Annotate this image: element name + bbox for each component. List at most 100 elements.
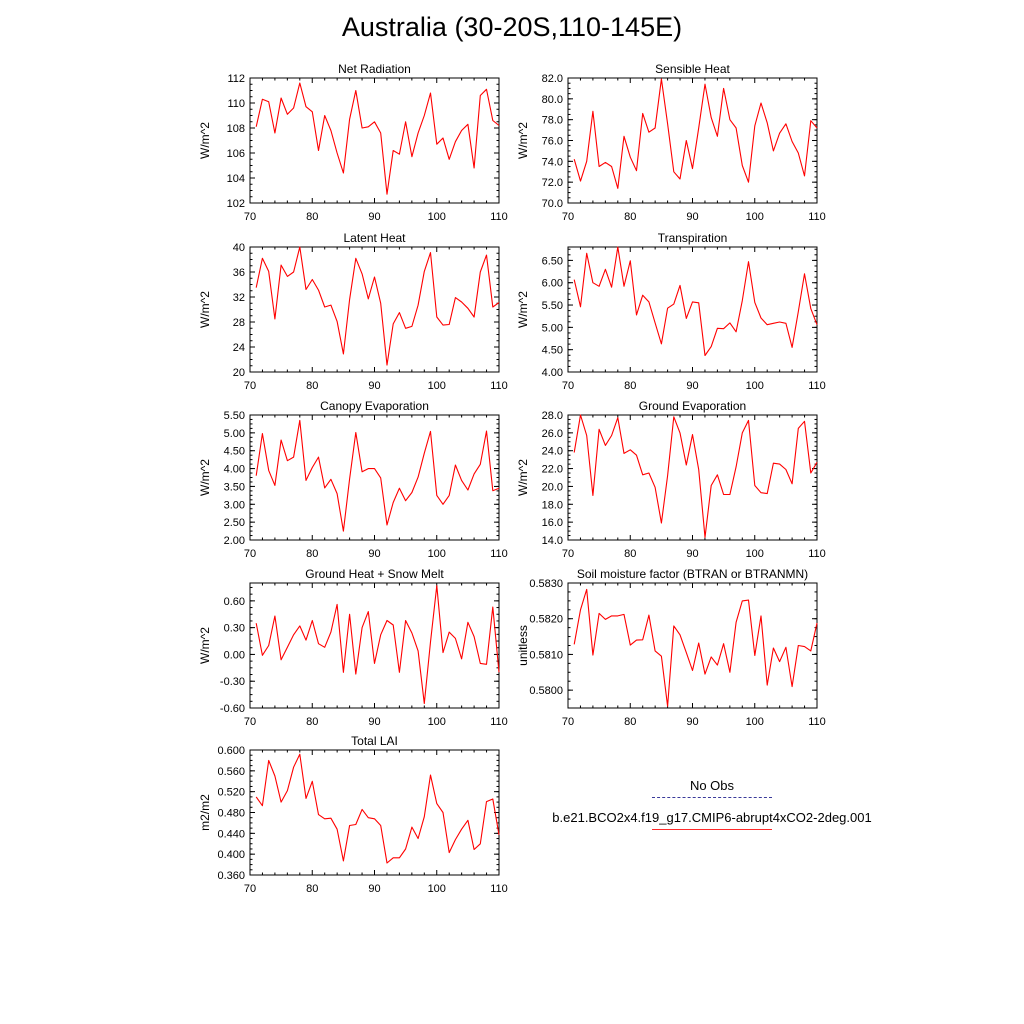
x-tick-label: 70 — [244, 211, 256, 223]
series-line-1 — [255, 753, 500, 864]
panel-7: Ground Heat + Snow Melt W/m^2 70 80 90 100 110… — [198, 567, 508, 728]
y-tick-label: -0.60 — [220, 703, 245, 715]
y-axis-label: W/m^2 — [198, 459, 212, 496]
legend-line-obs — [652, 797, 772, 798]
x-tick-label: 80 — [306, 716, 318, 728]
x-tick-label: 110 — [808, 211, 826, 223]
panel-title: Ground Heat + Snow Melt — [305, 567, 444, 581]
y-tick-label: 16.0 — [542, 517, 563, 529]
y-tick-label: 0.5800 — [529, 685, 563, 697]
x-tick-label: 110 — [490, 883, 508, 895]
series-line-1 — [255, 82, 500, 195]
panel-frame — [249, 246, 500, 373]
y-tick-label: 18.0 — [542, 499, 563, 511]
x-tick-label: 70 — [244, 883, 256, 895]
x-tick-label: 90 — [368, 716, 380, 728]
legend: No Obs b.e21.BCO2x4.f19_g17.CMIP6-abrupt… — [530, 778, 894, 842]
panel-title: Canopy Evaporation — [320, 399, 429, 413]
x-tick-label: 90 — [368, 211, 380, 223]
x-tick-label: 80 — [306, 380, 318, 392]
x-tick-label: 110 — [808, 716, 826, 728]
y-axis-label: unitless — [516, 625, 530, 666]
y-tick-label: 0.60 — [224, 596, 245, 608]
x-tick-label: 100 — [428, 548, 446, 560]
y-axis-label: m2/m2 — [198, 794, 212, 831]
y-tick-label: 0.360 — [217, 870, 245, 882]
panel-frame — [567, 246, 818, 373]
figure-title: Australia (30-20S,110-145E) — [341, 12, 683, 42]
panel-1: Net Radiation W/m^2 70 80 90 100 110 102 104 106 1… — [198, 62, 508, 223]
y-tick-label: 0.400 — [217, 849, 245, 861]
y-tick-label: 4.50 — [542, 345, 563, 357]
series-line-1 — [255, 585, 500, 705]
y-tick-label: 20 — [233, 367, 245, 379]
x-tick-label: 110 — [490, 211, 508, 223]
x-tick-label: 80 — [306, 883, 318, 895]
series-line-1 — [255, 419, 500, 532]
panel-6: Ground Evaporation W/m^2 70 80 90 100 110 14.0 1… — [516, 399, 826, 560]
x-tick-label: 110 — [490, 548, 508, 560]
panel-title: Latent Heat — [343, 231, 406, 245]
y-tick-label: 20.0 — [542, 481, 563, 493]
x-tick-label: 80 — [624, 716, 636, 728]
y-tick-label: 6.00 — [542, 278, 563, 290]
series-line-1 — [573, 588, 818, 707]
y-tick-label: 82.0 — [542, 73, 563, 85]
panel-frame — [249, 77, 500, 204]
y-tick-label: 76.0 — [542, 136, 563, 148]
y-tick-label: 0.560 — [217, 766, 245, 778]
series-line-1 — [255, 246, 500, 366]
panel-frame — [567, 414, 818, 541]
series-line-1 — [573, 414, 818, 538]
y-tick-label: 112 — [227, 73, 245, 85]
y-tick-label: 4.50 — [224, 446, 245, 458]
y-tick-label: 28 — [233, 317, 245, 329]
y-tick-label: 108 — [227, 123, 245, 135]
x-tick-label: 100 — [428, 380, 446, 392]
x-tick-label: 100 — [428, 211, 446, 223]
y-tick-label: 0.00 — [224, 649, 245, 661]
y-tick-label: 106 — [227, 148, 245, 160]
y-tick-label: 104 — [227, 173, 245, 185]
y-tick-label: 0.520 — [217, 787, 245, 799]
y-tick-label: 36 — [233, 267, 245, 279]
y-tick-label: 0.480 — [217, 808, 245, 820]
x-tick-label: 110 — [808, 548, 826, 560]
x-tick-label: 80 — [624, 211, 636, 223]
x-tick-label: 100 — [428, 883, 446, 895]
y-tick-label: -0.30 — [220, 676, 245, 688]
panel-8: Soil moisture factor (BTRAN or BTRANMN) u… — [516, 567, 826, 728]
panel-title: Transpiration — [658, 231, 728, 245]
x-tick-label: 80 — [306, 548, 318, 560]
x-tick-label: 100 — [428, 716, 446, 728]
panel-frame — [567, 77, 818, 204]
panel-5: Canopy Evaporation W/m^2 70 80 90 100 110 2.00 2… — [198, 399, 508, 560]
y-tick-label: 0.440 — [217, 828, 245, 840]
y-tick-label: 3.00 — [224, 499, 245, 511]
y-axis-label: W/m^2 — [516, 122, 530, 159]
y-axis-label: W/m^2 — [516, 291, 530, 328]
y-tick-label: 24.0 — [542, 446, 563, 458]
y-tick-label: 14.0 — [542, 535, 563, 547]
y-tick-label: 102 — [227, 198, 245, 210]
x-tick-label: 100 — [746, 716, 764, 728]
y-tick-label: 40 — [233, 242, 245, 254]
legend-label-obs: No Obs — [689, 778, 735, 793]
x-tick-label: 90 — [686, 548, 698, 560]
x-tick-label: 100 — [746, 548, 764, 560]
y-tick-label: 5.00 — [542, 322, 563, 334]
y-tick-label: 70.0 — [542, 198, 563, 210]
x-tick-label: 100 — [746, 211, 764, 223]
y-tick-label: 2.50 — [224, 517, 245, 529]
y-tick-label: 78.0 — [542, 115, 563, 127]
x-tick-label: 70 — [562, 380, 574, 392]
panel-frame — [249, 749, 500, 876]
y-tick-label: 26.0 — [542, 428, 563, 440]
series-line-1 — [573, 246, 818, 357]
y-tick-label: 5.00 — [224, 428, 245, 440]
legend-label-model: b.e21.BCO2x4.f19_g17.CMIP6-abrupt4xCO2-2… — [552, 810, 872, 825]
x-tick-label: 110 — [808, 380, 826, 392]
y-tick-label: 0.30 — [224, 623, 245, 635]
